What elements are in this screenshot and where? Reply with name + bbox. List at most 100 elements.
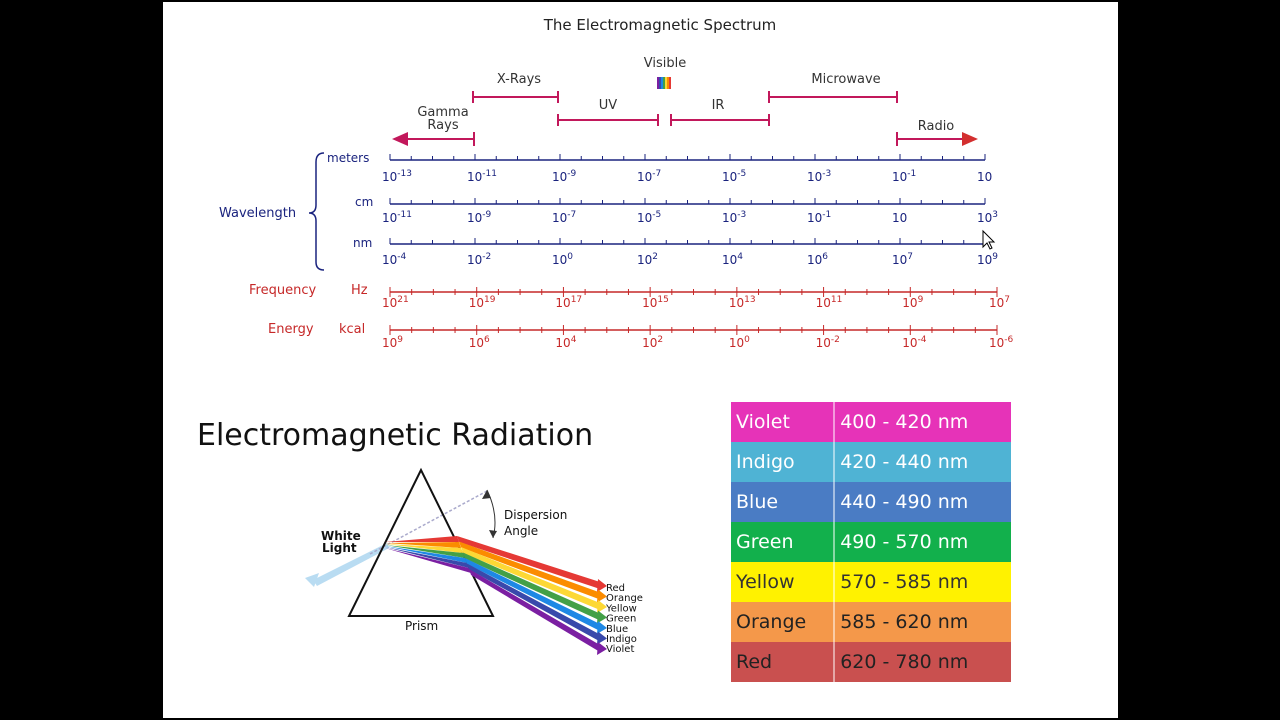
color-wavelength-range: 490 - 570 nm [833,522,1011,562]
tick-label: 106 [807,252,828,267]
ray-arrow-blue [597,621,607,634]
normal-line [369,490,488,555]
tick-label: 109 [902,295,923,310]
tick-label: 10-9 [467,210,492,225]
ray-arrow-red [597,579,607,592]
color-name: Indigo [736,451,795,473]
color-wavelength-range: 420 - 440 nm [833,442,1011,482]
ray-label-violet: Violet [606,644,634,655]
unit-meters: meters [327,151,369,165]
tick-label: 10-2 [467,252,491,267]
wavelength-brace [308,152,325,271]
ray-label-blue: Blue [606,624,628,635]
tick-label: 10-5 [722,169,746,184]
tick-label: 10-2 [816,335,840,350]
tick-label: 10-13 [382,169,412,184]
ray-orange [459,541,600,600]
color-name: Violet [736,411,790,433]
tick-label: 109 [382,335,403,350]
color-row-blue: Blue 440 - 490 nm [731,482,1011,522]
inner-spectrum [385,536,471,573]
ray-label-indigo: Indigo [606,634,637,645]
color-row-orange: Orange 585 - 620 nm [731,602,1011,642]
scale-meters: 10-13 10-11 10-9 10-7 10-5 10-3 10-1 10 [382,154,992,184]
color-name: Orange [736,611,807,633]
wavelength-label: Wavelength [219,206,296,221]
dispersion-label-2: Angle [504,524,538,538]
tick-label: 104 [722,252,743,267]
scale-kcal: 109 106 104 102 100 10-2 10-4 10-6 [382,325,1014,350]
tick-label: 10-1 [892,169,916,184]
tick-label: 10-9 [552,169,577,184]
color-wavelength-range: 400 - 420 nm [833,402,1011,442]
ray-arrow-orange [597,589,607,603]
ray-arrow-indigo [597,631,607,645]
tick-label: 107 [989,295,1010,310]
color-wavelength-range: 570 - 585 nm [833,562,1011,602]
color-row-red: Red 620 - 780 nm [731,642,1011,682]
color-wavelength-range: 585 - 620 nm [833,602,1011,642]
spectrum-title: The Electromagnetic Spectrum [543,16,777,34]
color-name: Red [736,651,773,673]
dispersed-rays [457,536,607,655]
band-label-visible: Visible [644,56,686,71]
band-label-gamma-2: Rays [427,118,458,133]
tick-label: 10-5 [637,210,661,225]
em-spectrum-diagram: The Electromagnetic Spectrum [219,16,1014,350]
tick-label: 104 [555,335,576,350]
mouse-cursor-icon [982,229,996,250]
ray-arrow-green [597,610,607,624]
tick-label: 10-7 [552,210,576,225]
tick-label: 10-4 [902,335,927,350]
band-label-ir: IR [712,98,725,113]
ray-red [457,536,600,589]
unit-cm: cm [355,195,373,209]
ray-violet [469,569,600,652]
tick-label: 1017 [555,295,582,310]
ray-indigo [467,563,600,642]
scale-hz: 1021 1019 1017 1015 1013 1011 109 107 [382,287,1010,310]
radiation-title: Electromagnetic Radiation [197,418,594,453]
unit-hz: Hz [351,283,368,298]
tick-label: 1013 [729,295,756,310]
unit-nm: nm [353,236,372,250]
frequency-label: Frequency [249,283,316,298]
ray-label-yellow: Yellow [605,603,637,614]
ray-green [463,552,600,621]
radio-arrow-head [962,132,978,146]
scale-cm: 10-11 10-9 10-7 10-5 10-3 10-1 10 103 [382,198,998,225]
ray-arrow-yellow [597,600,607,613]
tick-label: 10 [977,170,992,184]
tick-label: 10-4 [382,252,407,267]
ray-blue [465,558,600,631]
tick-label: 102 [642,335,663,350]
dispersion-label-1: Dispersion [504,508,567,522]
tick-label: 10-7 [637,169,661,184]
color-wavelength-range: 440 - 490 nm [833,482,1011,522]
tick-label: 10-1 [807,210,831,225]
tick-label: 1019 [469,295,496,310]
tick-label: 10-11 [467,169,497,184]
color-name: Yellow [736,571,795,593]
color-name: Green [736,531,794,553]
scale-nm: 10-4 10-2 100 102 104 106 107 109 [382,238,998,267]
color-row-violet: Violet 400 - 420 nm [731,402,1011,442]
white-light-label-2: Light [322,541,357,555]
tick-label: 107 [892,252,913,267]
ray-label-green: Green [606,614,636,625]
ray-label-orange: Orange [606,593,643,604]
color-name: Blue [736,491,779,513]
tick-label: 1011 [816,295,843,310]
band-label-radio: Radio [918,119,955,134]
visible-color-table: Violet 400 - 420 nm Indigo 420 - 440 nm Blue… [731,402,1011,682]
color-row-yellow: Yellow 570 - 585 nm [731,562,1011,602]
band-label-xrays: X-Rays [497,72,541,87]
tick-label: 109 [977,252,998,267]
band-range-lines [396,91,970,146]
prism-label: Prism [405,619,438,633]
visible-rainbow [657,77,671,89]
tick-label: 1015 [642,295,669,310]
color-row-indigo: Indigo 420 - 440 nm [731,442,1011,482]
tick-label: 100 [552,252,573,267]
